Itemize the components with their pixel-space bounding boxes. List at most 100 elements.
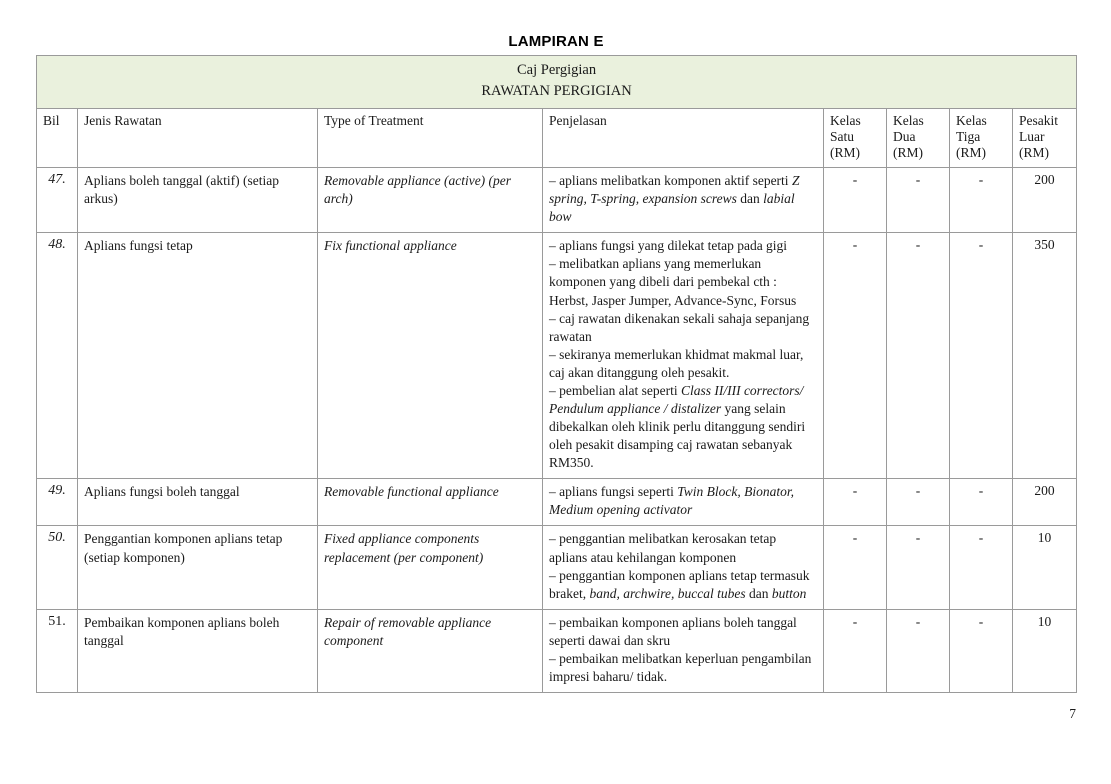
plain-text: – pembaikan melibatkan keperluan pengamb…: [549, 650, 812, 684]
penjelasan-paragraph: – melibatkan aplians yang memerlukan kom…: [549, 255, 817, 309]
cell-kelas-tiga: -: [949, 608, 1013, 694]
penjelasan-paragraph: – penggantian melibatkan kerosakan tetap…: [549, 530, 817, 566]
cell-kelas-tiga: -: [949, 525, 1013, 610]
table-row: 51. Pembaikan komponen aplians boleh tang…: [36, 608, 1078, 694]
page-number: 7: [1069, 706, 1076, 721]
cell-penjelasan: – aplians melibatkan komponen aktif sepe…: [542, 167, 824, 234]
emphasised-term: button: [771, 585, 807, 601]
kelas-satu-line-3: (RM): [830, 145, 860, 161]
plain-text: – penggantian komponen aplians tetap ter…: [549, 567, 810, 601]
column-header-pesakit-luar: Pesakit Luar (RM): [1011, 108, 1078, 169]
cell-jenis-rawatan: Aplians fungsi boleh tanggal: [77, 478, 318, 527]
penjelasan-paragraph: – aplians fungsi yang dilekat tetap pada…: [549, 237, 817, 255]
emphasised-term: band, archwire, buccal tubes: [589, 585, 746, 601]
plain-text: – aplians melibatkan komponen aktif sepe…: [549, 173, 792, 189]
cell-type-of-treatment: Removable appliance (active) (per arch): [317, 167, 543, 234]
column-header-bil: Bil: [36, 108, 78, 169]
kelas-tiga-line-2: Tiga: [956, 129, 981, 145]
penjelasan-paragraph: – sekiranya memerlukan khidmat makmal lu…: [549, 346, 817, 382]
emphasised-term: Z spring, T-spring, expansion screws: [549, 173, 800, 207]
cell-jenis-rawatan: Aplians fungsi tetap: [77, 232, 318, 480]
penjelasan-paragraph: – pembelian alat seperti Class II/III co…: [549, 382, 817, 472]
column-header-kelas-tiga: Kelas Tiga (RM): [949, 108, 1013, 169]
emphasised-term: Twin Block, Bionator, Medium opening act…: [549, 484, 794, 518]
dental-charges-table: Caj Pergigian RAWATAN PERGIGIAN Bil Jeni…: [35, 54, 1078, 694]
plain-text: – aplians fungsi yang dilekat tetap pada…: [549, 238, 788, 254]
cell-pesakit-luar: 10: [1011, 525, 1078, 610]
cell-kelas-satu: -: [823, 167, 887, 234]
plain-text: dan: [745, 585, 772, 601]
cell-kelas-satu: -: [823, 232, 887, 480]
table-row: 47. Aplians boleh tanggal (aktif) (setiap…: [36, 167, 1078, 234]
kelas-dua-line-2: Dua: [893, 129, 916, 145]
cell-kelas-tiga: -: [949, 232, 1013, 480]
kelas-tiga-line-1: Kelas: [956, 113, 987, 129]
cell-kelas-dua: -: [886, 608, 950, 694]
cell-kelas-dua: -: [886, 478, 950, 527]
cell-type-of-treatment: Removable functional appliance: [317, 478, 543, 527]
cell-bil: 50.: [36, 525, 78, 610]
cell-bil: 48.: [36, 232, 78, 480]
penjelasan-paragraph: – penggantian komponen aplians tetap ter…: [549, 567, 817, 603]
cell-type-of-treatment: Fix functional appliance: [317, 232, 543, 480]
table-header-row: Bil Jenis Rawatan Type of Treatment Penj…: [36, 108, 1078, 169]
table-row: 48. Aplians fungsi tetap Fix functional ap…: [36, 232, 1078, 480]
kelas-dua-line-3: (RM): [893, 145, 923, 161]
kelas-satu-line-2: Satu: [830, 129, 855, 145]
table-row: 50. Penggantian komponen aplians tetap (s…: [36, 525, 1078, 610]
cell-penjelasan: – penggantian melibatkan kerosakan tetap…: [542, 525, 824, 610]
plain-text: – pembelian alat seperti: [549, 382, 681, 398]
banner-line-2: RAWATAN PERGIGIAN: [481, 83, 632, 100]
cell-kelas-dua: -: [886, 167, 950, 234]
table-body: 47. Aplians boleh tanggal (aktif) (setiap…: [36, 167, 1078, 694]
penjelasan-paragraph: – caj rawatan dikenakan sekali sahaja se…: [549, 310, 817, 346]
cell-kelas-tiga: -: [949, 167, 1013, 234]
cell-penjelasan: – aplians fungsi yang dilekat tetap pada…: [542, 232, 824, 480]
pesakit-luar-line-2: Luar: [1019, 129, 1045, 145]
cell-kelas-satu: -: [823, 525, 887, 610]
table-banner: Caj Pergigian RAWATAN PERGIGIAN: [35, 54, 1078, 110]
cell-pesakit-luar: 10: [1011, 608, 1078, 694]
plain-text: yang selain dibekalkan oleh klinik perlu…: [549, 400, 806, 471]
penjelasan-paragraph: – aplians fungsi seperti Twin Block, Bio…: [549, 483, 817, 519]
table-row: 49. Aplians fungsi boleh tanggal Removable…: [36, 478, 1078, 527]
penjelasan-paragraph: – pembaikan melibatkan keperluan pengamb…: [549, 650, 817, 686]
penjelasan-paragraph: – pembaikan komponen aplians boleh tangg…: [549, 614, 817, 650]
cell-bil: 49.: [36, 478, 78, 527]
cell-penjelasan: – pembaikan komponen aplians boleh tangg…: [542, 608, 824, 694]
kelas-satu-line-1: Kelas: [830, 113, 861, 129]
pesakit-luar-line-1: Pesakit: [1019, 113, 1058, 129]
cell-kelas-dua: -: [886, 232, 950, 480]
cell-kelas-satu: -: [823, 478, 887, 527]
plain-text: dan: [736, 191, 764, 207]
cell-pesakit-luar: 200: [1011, 167, 1078, 234]
cell-jenis-rawatan: Penggantian komponen aplians tetap (seti…: [77, 525, 318, 610]
emphasised-term: labial bow: [549, 191, 795, 225]
cell-bil: 47.: [36, 167, 78, 234]
cell-pesakit-luar: 200: [1011, 478, 1078, 527]
cell-bil: 51.: [36, 608, 78, 694]
column-header-kelas-dua: Kelas Dua (RM): [886, 108, 950, 169]
plain-text: – aplians fungsi seperti: [549, 484, 678, 500]
pesakit-luar-line-3: (RM): [1019, 145, 1049, 161]
kelas-dua-line-1: Kelas: [893, 113, 924, 129]
cell-penjelasan: – aplians fungsi seperti Twin Block, Bio…: [542, 478, 824, 527]
cell-jenis-rawatan: Aplians boleh tanggal (aktif) (setiap ar…: [77, 167, 318, 234]
column-header-type-of-treatment: Type of Treatment: [317, 108, 543, 169]
page-title: LAMPIRAN E: [508, 33, 604, 50]
emphasised-term: Class II/III correctors/ Pendulum applia…: [549, 382, 804, 416]
plain-text: – melibatkan aplians yang memerlukan kom…: [549, 256, 797, 308]
plain-text: – sekiranya memerlukan khidmat makmal lu…: [549, 346, 804, 380]
table-banner-row: Caj Pergigian RAWATAN PERGIGIAN: [35, 54, 1078, 110]
column-header-kelas-satu: Kelas Satu (RM): [823, 108, 887, 169]
cell-type-of-treatment: Repair of removable appliance component: [317, 608, 543, 694]
cell-type-of-treatment: Fixed appliance components replacement (…: [317, 525, 543, 610]
banner-line-1: Caj Pergigian: [517, 62, 597, 78]
penjelasan-paragraph: – aplians melibatkan komponen aktif sepe…: [549, 172, 817, 226]
cell-pesakit-luar: 350: [1011, 232, 1078, 480]
plain-text: – pembaikan komponen aplians boleh tangg…: [549, 614, 797, 648]
cell-kelas-dua: -: [886, 525, 950, 610]
cell-jenis-rawatan: Pembaikan komponen aplians boleh tanggal: [77, 608, 318, 694]
column-header-jenis-rawatan: Jenis Rawatan: [77, 108, 318, 169]
